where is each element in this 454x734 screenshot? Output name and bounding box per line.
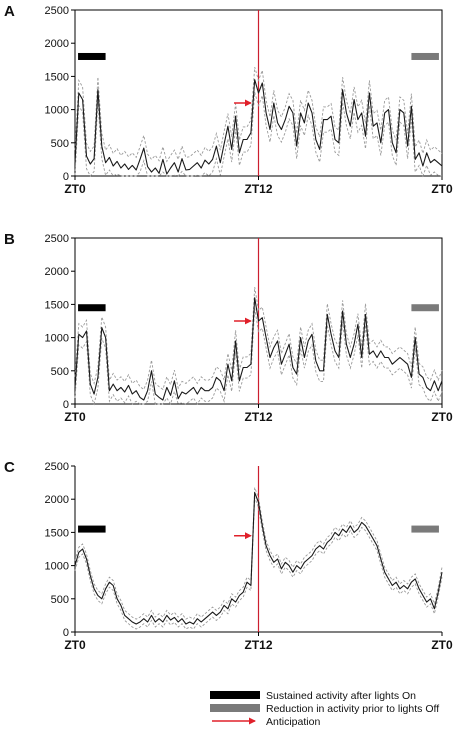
x-tick-label: ZT0	[64, 410, 86, 424]
mean-activity-line	[74, 297, 443, 401]
y-tick-label: 500	[51, 138, 69, 150]
legend-label-sustained: Sustained activity after lights On	[266, 690, 416, 702]
chart-panel-a: 0 500 1000 1500 2000 2500 ZT0 ZT12 ZT0	[45, 5, 453, 196]
x-tick-label: ZT12	[244, 638, 272, 652]
x-tick-label: ZT0	[64, 638, 86, 652]
y-tick-label: 500	[51, 366, 69, 378]
y-tick-label: 1000	[45, 105, 69, 117]
y-tick-label: 2000	[45, 38, 69, 50]
y-tick-label: 1000	[45, 333, 69, 345]
legend-label-anticipation: Anticipation	[266, 716, 320, 728]
x-tick-label: ZT12	[244, 410, 272, 424]
x-tick-label: ZT12	[244, 182, 272, 196]
sem-lower-line	[74, 497, 443, 630]
sem-upper-line	[74, 487, 443, 620]
y-tick-label: 2500	[45, 461, 69, 473]
y-tick-label: 2000	[45, 494, 69, 506]
chart-panel-c: 0 500 1000 1500 2000 2500 ZT0 ZT12 ZT0	[45, 461, 453, 652]
sustained-activity-bar	[78, 304, 106, 312]
y-tick-label: 2000	[45, 266, 69, 278]
y-tick-label: 1500	[45, 299, 69, 311]
panel-letter-b: B	[4, 231, 15, 248]
y-tick-label: 0	[63, 399, 69, 411]
y-tick-label: 2500	[45, 5, 69, 17]
sustained-activity-bar	[78, 525, 106, 533]
x-tick-label: ZT0	[64, 182, 86, 196]
legend-label-reduction: Reduction in activity prior to lights Of…	[266, 703, 439, 715]
legend-swatch-sustained	[210, 691, 260, 699]
sustained-activity-bar	[78, 52, 106, 60]
chart-panel-b: 0 500 1000 1500 2000 2500 ZT0 ZT12 ZT0	[45, 233, 453, 424]
panel-letter-a: A	[4, 3, 15, 20]
panel-letter-c: C	[4, 459, 15, 476]
x-tick-label: ZT0	[431, 182, 453, 196]
reduction-activity-bar	[411, 304, 439, 312]
sem-lower-line	[74, 308, 443, 406]
sem-lower-line	[74, 92, 443, 178]
y-tick-label: 0	[63, 627, 69, 639]
reduction-activity-bar	[411, 52, 439, 60]
y-tick-label: 1500	[45, 71, 69, 83]
mean-activity-line	[74, 492, 443, 625]
x-tick-label: ZT0	[431, 638, 453, 652]
sem-upper-line	[74, 66, 443, 163]
reduction-activity-bar	[411, 525, 439, 533]
mean-activity-line	[74, 79, 443, 175]
y-tick-label: 2500	[45, 233, 69, 245]
y-tick-label: 1500	[45, 527, 69, 539]
legend-swatch-reduction	[210, 704, 260, 712]
y-tick-label: 500	[51, 594, 69, 606]
y-tick-label: 0	[63, 171, 69, 183]
y-tick-label: 1000	[45, 561, 69, 573]
x-tick-label: ZT0	[431, 410, 453, 424]
sem-upper-line	[74, 287, 443, 391]
legend: Sustained activity after lights On Reduc…	[210, 690, 439, 728]
